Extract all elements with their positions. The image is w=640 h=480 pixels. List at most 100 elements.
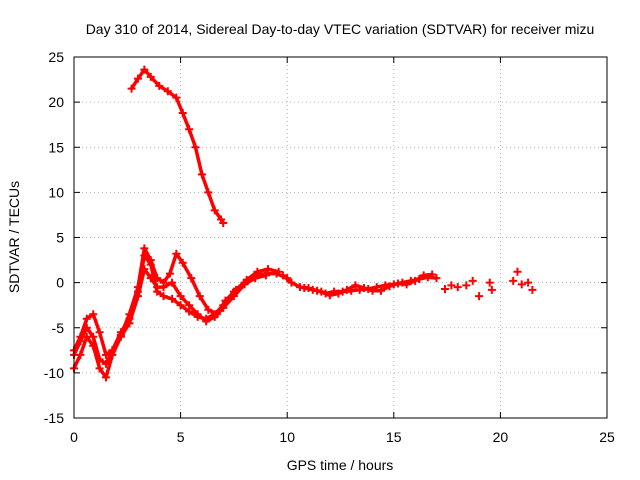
data-point-marker (146, 256, 155, 265)
data-point-marker (116, 330, 125, 339)
data-point-marker (178, 108, 187, 117)
data-point-marker (300, 284, 309, 293)
data-point-marker (428, 270, 437, 279)
data-point-marker (212, 310, 221, 319)
data-point-marker (453, 283, 462, 292)
series-track-D (278, 271, 441, 298)
data-point-marker (221, 296, 230, 305)
data-point-marker (394, 279, 403, 288)
data-point-marker (462, 281, 471, 290)
x-tick-label: 20 (493, 429, 509, 445)
data-point-marker (253, 267, 262, 276)
data-point-marker (168, 294, 177, 303)
data-point-marker (377, 286, 386, 295)
data-point-marker (402, 280, 411, 289)
data-point-marker (95, 328, 104, 337)
series-trace (302, 272, 434, 298)
data-point-marker (509, 276, 518, 285)
data-point-marker (108, 346, 117, 355)
y-tick-label: 15 (48, 139, 64, 155)
data-point-marker (193, 310, 202, 319)
data-point-marker (95, 364, 104, 373)
data-point-marker (432, 274, 441, 283)
data-point-marker (140, 65, 149, 74)
data-point-marker (242, 275, 251, 284)
x-tick-label: 0 (70, 429, 78, 445)
data-point-marker (89, 341, 98, 350)
y-tick-label: 20 (48, 94, 64, 110)
data-point-marker (468, 276, 477, 285)
data-point-marker (447, 281, 456, 290)
y-tick-label: 10 (48, 184, 64, 200)
data-point-marker (419, 271, 428, 280)
data-point-marker (202, 317, 211, 326)
chart-title: Day 310 of 2014, Sidereal Day-to-day VTE… (86, 21, 595, 37)
series-track-B (70, 265, 270, 382)
data-point-marker (153, 274, 162, 283)
grid-lines (74, 57, 607, 418)
data-point-marker (159, 292, 168, 301)
x-tick-label: 5 (177, 429, 185, 445)
series-high-arc (127, 65, 228, 228)
data-point-marker (127, 84, 136, 93)
data-point-marker (176, 292, 185, 301)
data-point-marker (89, 310, 98, 319)
y-tick-label: -10 (44, 365, 64, 381)
data-point-marker (517, 280, 526, 289)
x-axis-label: GPS time / hours (287, 457, 394, 473)
data-point-marker (274, 267, 283, 276)
data-point-marker (411, 276, 420, 285)
data-point-marker (264, 265, 273, 274)
data-point-marker (475, 292, 484, 301)
data-point-marker (524, 278, 533, 287)
data-point-marker (351, 281, 360, 290)
y-tick-label: 5 (56, 230, 64, 246)
data-point-marker (133, 283, 142, 292)
data-point-marker (187, 274, 196, 283)
y-tick-label: -5 (52, 320, 65, 336)
data-point-marker (191, 143, 200, 152)
data-point-marker (146, 72, 155, 81)
data-point-marker (76, 350, 85, 359)
data-point-marker (165, 269, 174, 278)
x-tick-label: 10 (279, 429, 295, 445)
data-points (70, 65, 537, 382)
data-point-marker (159, 278, 168, 287)
data-point-marker (485, 278, 494, 287)
series-late-points (440, 267, 537, 301)
data-point-marker (317, 287, 326, 296)
series-track-E (300, 270, 437, 300)
data-point-marker (101, 350, 110, 359)
x-tick-label: 15 (386, 429, 402, 445)
data-point-marker (368, 286, 377, 295)
data-point-marker (172, 249, 181, 258)
data-point-marker (278, 271, 287, 280)
data-point-marker (185, 125, 194, 134)
y-tick-label: -15 (44, 410, 64, 426)
data-point-marker (308, 285, 317, 294)
y-axis-label: SDTVAR / TECUs (6, 181, 22, 293)
y-tick-label: 25 (48, 49, 64, 65)
data-point-marker (385, 282, 394, 291)
data-point-marker (513, 267, 522, 276)
data-point-marker (163, 87, 172, 96)
plot-frame (73, 56, 608, 419)
data-point-marker (261, 271, 270, 280)
data-point-marker (232, 285, 241, 294)
data-point-marker (342, 285, 351, 294)
data-point-marker (76, 332, 85, 341)
data-point-marker (287, 278, 296, 287)
data-point-marker (125, 310, 134, 319)
data-point-marker (155, 81, 164, 90)
data-point-marker (140, 244, 149, 253)
data-point-marker (487, 285, 496, 294)
data-point-marker (176, 301, 185, 310)
data-point-marker (168, 278, 177, 287)
data-point-marker (204, 188, 213, 197)
data-point-marker (178, 258, 187, 267)
data-point-marker (219, 219, 228, 228)
data-point-marker (185, 301, 194, 310)
data-point-marker (197, 170, 206, 179)
data-point-marker (82, 314, 91, 323)
